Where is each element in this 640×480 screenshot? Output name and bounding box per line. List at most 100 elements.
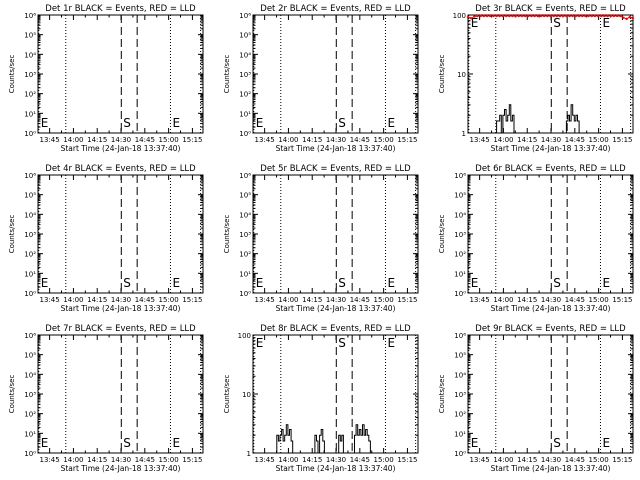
x-tick-label: 15:00 [589, 456, 609, 464]
y-tick-label: 10⁶ [239, 172, 251, 180]
x-tick-label: 13:45 [255, 296, 275, 304]
x-tick-label: 14:00 [493, 296, 513, 304]
x-tick-label: 14:15 [87, 296, 107, 304]
chart-panel-6: Det 6r BLACK = Events, RED = LLD 10⁰ 10¹ 10… [438, 164, 634, 313]
y-tick-label: 10³ [24, 71, 36, 79]
chart-title: Det 8r BLACK = Events, RED = LLD [260, 324, 411, 334]
y-tick-label: 10⁰ [24, 130, 36, 138]
y-tick-label: 10¹ [24, 430, 36, 438]
x-tick-label: 15:00 [589, 136, 609, 144]
marker-s: S [123, 116, 131, 130]
x-tick-label: 15:00 [589, 296, 609, 304]
x-tick-label: 14:15 [87, 136, 107, 144]
x-tick-label: 14:15 [302, 136, 322, 144]
x-tick-label: 14:00 [278, 296, 298, 304]
y-tick-label: 1 [462, 130, 466, 138]
x-tick-label: 14:45 [565, 136, 585, 144]
marker-e: E [172, 276, 180, 290]
y-tick-label: 10⁵ [24, 192, 36, 200]
chart-panel-1: Det 1r BLACK = Events, RED = LLD 10⁰ 10¹ 10… [8, 4, 204, 153]
marker-e: E [471, 436, 479, 450]
x-tick-label: 14:45 [565, 456, 585, 464]
y-axis-label: Counts/sec [8, 215, 16, 254]
x-tick-label: 14:30 [541, 136, 561, 144]
x-tick-label: 14:15 [302, 296, 322, 304]
y-tick-label: 10⁶ [24, 172, 36, 180]
marker-s: S [338, 116, 346, 130]
y-tick-label: 10⁵ [454, 192, 466, 200]
marker-e: E [41, 276, 49, 290]
marker-s: S [338, 276, 346, 290]
x-axis-label: Start Time (24-Jan-18 13:37:40) [491, 464, 611, 473]
x-tick-label: 15:00 [159, 136, 179, 144]
chart-title: Det 2r BLACK = Events, RED = LLD [260, 4, 411, 14]
chart-title: Det 5r BLACK = Events, RED = LLD [260, 164, 411, 174]
marker-e: E [602, 276, 610, 290]
y-tick-label: 10¹ [239, 110, 251, 118]
events-series-line [495, 104, 580, 134]
x-tick-label: 14:30 [326, 456, 346, 464]
marker-e: E [387, 116, 395, 130]
x-tick-label: 14:00 [278, 136, 298, 144]
marker-e: E [41, 116, 49, 130]
y-tick-label: 10⁴ [24, 51, 36, 59]
x-tick-label: 14:30 [541, 456, 561, 464]
y-tick-label: 10⁰ [239, 130, 251, 138]
x-tick-label: 13:45 [470, 136, 490, 144]
chart-title: Det 6r BLACK = Events, RED = LLD [475, 164, 626, 174]
y-axis-label: Counts/sec [223, 55, 231, 94]
marker-e: E [172, 436, 180, 450]
marker-e: E [387, 336, 395, 350]
y-tick-label: 10 [242, 391, 251, 399]
y-tick-label: 10⁵ [239, 32, 251, 40]
x-axis-label: Start Time (24-Jan-18 13:37:40) [491, 304, 611, 313]
y-tick-label: 10³ [24, 231, 36, 239]
y-tick-label: 10¹ [24, 270, 36, 278]
x-axis-label: Start Time (24-Jan-18 13:37:40) [61, 144, 181, 153]
marker-e: E [41, 436, 49, 450]
x-axis-label: Start Time (24-Jan-18 13:37:40) [61, 464, 181, 473]
marker-e: E [256, 116, 264, 130]
x-tick-label: 14:15 [517, 296, 537, 304]
x-tick-label: 15:00 [159, 296, 179, 304]
x-tick-label: 15:15 [182, 456, 202, 464]
x-tick-label: 15:15 [397, 456, 417, 464]
y-axis-label: Counts/sec [438, 375, 446, 414]
x-tick-label: 14:30 [111, 456, 131, 464]
y-tick-label: 10¹ [239, 270, 251, 278]
marker-s: S [123, 276, 131, 290]
chart-panel-4: Det 4r BLACK = Events, RED = LLD 10⁰ 10¹ 10… [8, 164, 204, 313]
x-tick-label: 14:45 [350, 296, 370, 304]
y-tick-label: 100 [238, 332, 251, 340]
x-tick-label: 13:45 [40, 296, 60, 304]
x-tick-label: 14:00 [493, 456, 513, 464]
y-tick-label: 10⁶ [239, 12, 251, 20]
events-series-line [275, 424, 371, 454]
y-tick-label: 1 [247, 450, 251, 458]
marker-e: E [256, 336, 264, 350]
plot-frame [467, 14, 634, 134]
x-tick-label: 13:45 [470, 296, 490, 304]
x-tick-label: 13:45 [40, 456, 60, 464]
marker-s: S [338, 336, 346, 350]
y-tick-label: 10² [454, 251, 466, 259]
x-axis-label: Start Time (24-Jan-18 13:37:40) [276, 464, 396, 473]
x-tick-label: 14:15 [87, 456, 107, 464]
x-tick-label: 14:00 [63, 456, 83, 464]
x-tick-label: 14:45 [350, 136, 370, 144]
y-tick-label: 10¹ [454, 430, 466, 438]
y-tick-label: 10¹ [454, 270, 466, 278]
x-tick-label: 15:15 [612, 456, 632, 464]
y-axis-label: Counts/sec [438, 55, 446, 94]
chart-title: Det 7r BLACK = Events, RED = LLD [45, 324, 196, 334]
y-tick-label: 10⁴ [454, 211, 466, 219]
x-tick-label: 15:00 [374, 456, 394, 464]
y-tick-label: 10³ [24, 391, 36, 399]
x-tick-label: 14:00 [63, 296, 83, 304]
chart-title: Det 3r BLACK = Events, RED = LLD [475, 4, 626, 14]
y-tick-label: 10² [24, 411, 36, 419]
y-axis-label: Counts/sec [223, 215, 231, 254]
y-tick-label: 10² [24, 251, 36, 259]
chart-panel-5: Det 5r BLACK = Events, RED = LLD 10⁰ 10¹ 10… [223, 164, 419, 313]
